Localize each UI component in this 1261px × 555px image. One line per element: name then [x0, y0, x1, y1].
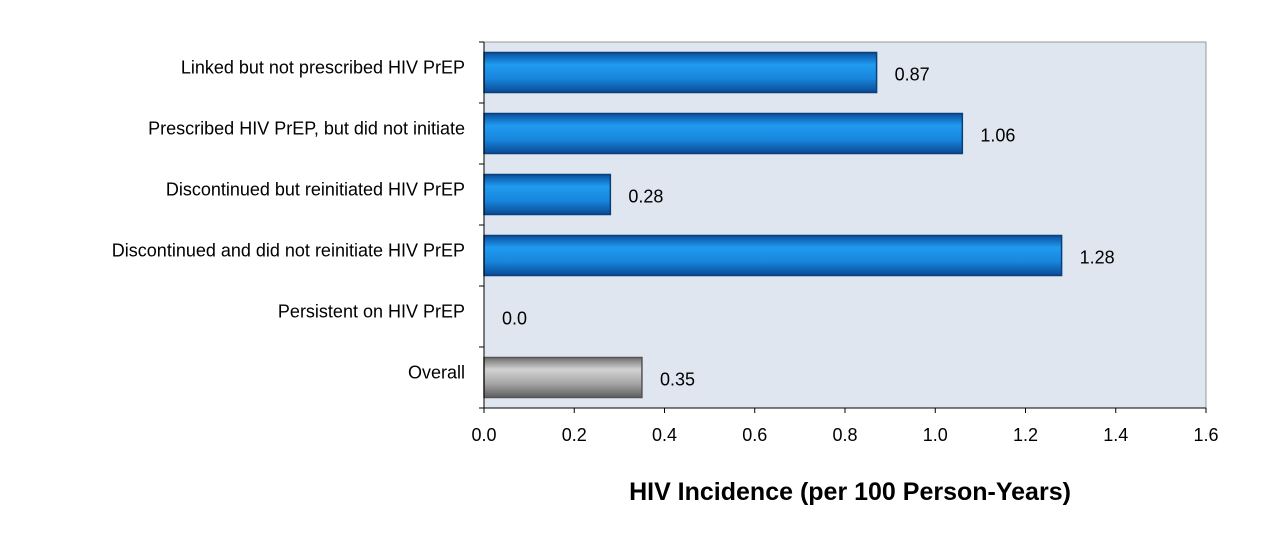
x-tick-label-2: 0.4 [652, 425, 677, 445]
x-tick-label-7: 1.4 [1103, 425, 1128, 445]
category-label-2: Discontinued but reinitiated HIV PrEP [166, 180, 465, 200]
bars-group [483, 51, 1063, 399]
value-label-1: 1.06 [980, 126, 1015, 146]
x-tick-label-8: 1.6 [1193, 425, 1218, 445]
value-label-0: 0.87 [895, 65, 930, 85]
category-label-0: Linked but not prescribed HIV PrEP [181, 58, 465, 78]
value-label-5: 0.35 [660, 370, 695, 390]
plot-area [483, 41, 1207, 409]
x-tick-label-0: 0.0 [471, 425, 496, 445]
category-label-5: Overall [408, 363, 465, 383]
bar-0 [483, 51, 878, 94]
value-label-4: 0.0 [502, 309, 527, 329]
x-tick-label-4: 0.8 [832, 425, 857, 445]
value-label-2: 0.28 [628, 187, 663, 207]
axes-group [479, 41, 1207, 413]
category-label-1: Prescribed HIV PrEP, but did not initiat… [148, 119, 465, 139]
labels-group: 0.87 Linked but not prescribed HIV PrEP 1.… [112, 58, 1219, 446]
x-tick-label-5: 1.0 [923, 425, 948, 445]
category-label-3: Discontinued and did not reinitiate HIV … [112, 241, 465, 261]
x-tick-label-1: 0.2 [562, 425, 587, 445]
bar-1 [483, 112, 964, 155]
bar-2 [483, 173, 612, 216]
category-label-4: Persistent on HIV PrEP [278, 302, 465, 322]
x-tick-label-6: 1.2 [1013, 425, 1038, 445]
value-label-3: 1.28 [1080, 248, 1115, 268]
x-axis-title: HIV Incidence (per 100 Person-Years) [629, 478, 1071, 506]
bar-5 [483, 356, 643, 399]
bar-3 [483, 234, 1063, 277]
x-tick-label-3: 0.6 [742, 425, 767, 445]
